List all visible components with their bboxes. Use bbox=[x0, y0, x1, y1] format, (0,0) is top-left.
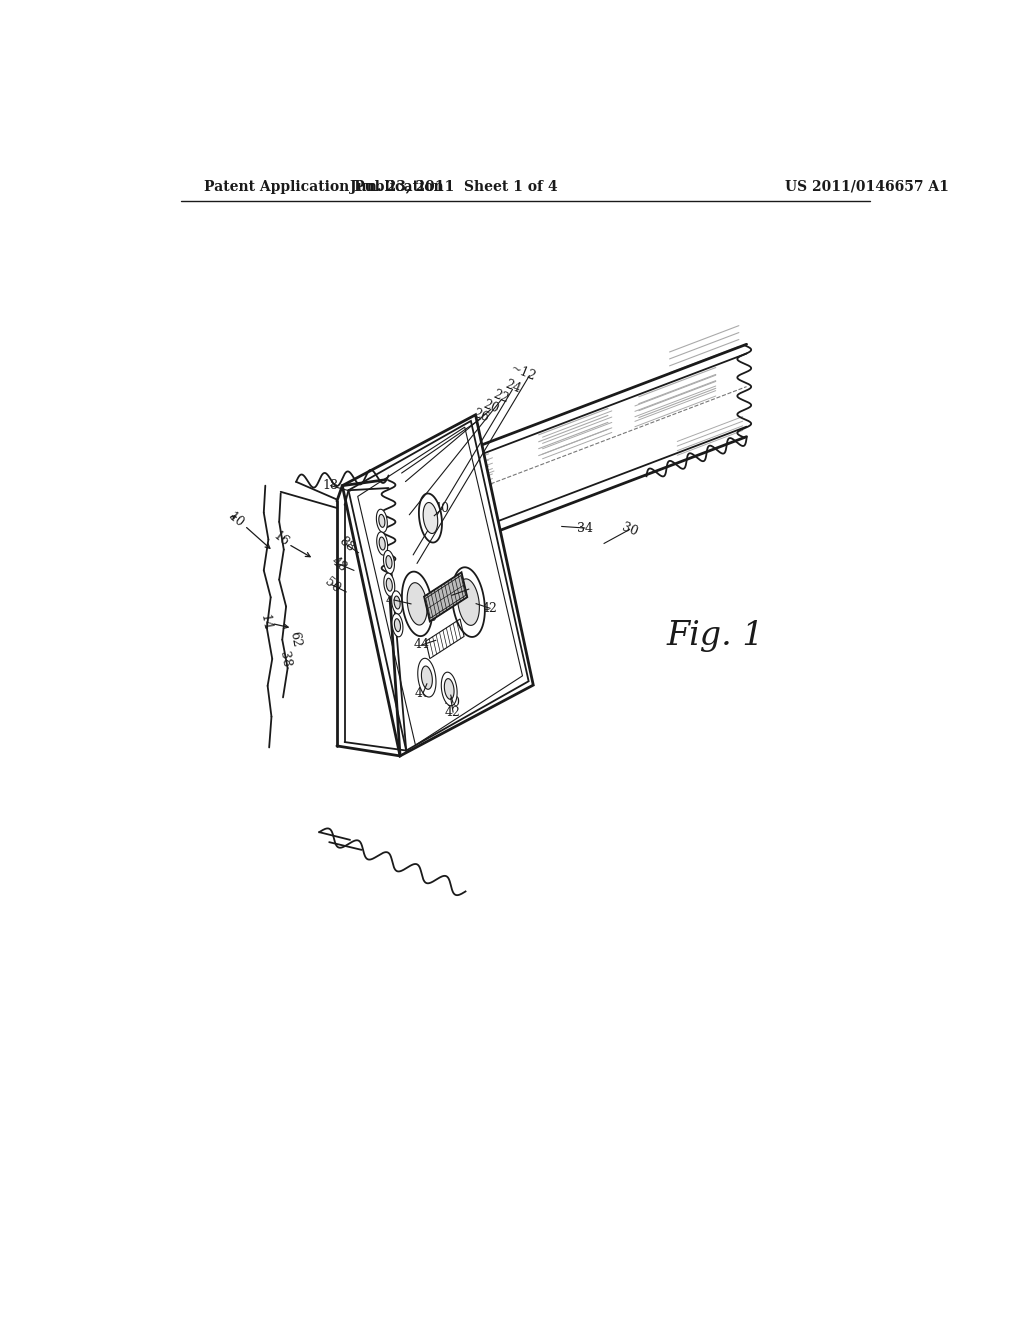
Polygon shape bbox=[423, 503, 437, 533]
Text: 50: 50 bbox=[322, 576, 343, 595]
Text: US 2011/0146657 A1: US 2011/0146657 A1 bbox=[785, 180, 949, 194]
Polygon shape bbox=[458, 579, 479, 626]
Polygon shape bbox=[402, 572, 432, 636]
Text: Jun. 23, 2011  Sheet 1 of 4: Jun. 23, 2011 Sheet 1 of 4 bbox=[350, 180, 558, 194]
Text: 40: 40 bbox=[386, 594, 402, 606]
Polygon shape bbox=[384, 573, 395, 597]
Polygon shape bbox=[424, 573, 467, 622]
Polygon shape bbox=[383, 550, 394, 574]
Polygon shape bbox=[377, 510, 387, 532]
Polygon shape bbox=[452, 568, 484, 638]
Text: 38: 38 bbox=[276, 649, 292, 668]
Polygon shape bbox=[444, 678, 454, 700]
Text: 40: 40 bbox=[434, 503, 450, 515]
Text: 60: 60 bbox=[421, 611, 436, 624]
Text: 48: 48 bbox=[329, 554, 349, 574]
Polygon shape bbox=[379, 537, 385, 550]
Text: 88: 88 bbox=[337, 535, 357, 556]
Text: 56: 56 bbox=[411, 605, 427, 616]
Text: 42: 42 bbox=[482, 602, 498, 615]
Polygon shape bbox=[394, 597, 400, 609]
Text: 20: 20 bbox=[481, 397, 501, 416]
Polygon shape bbox=[394, 619, 400, 632]
Text: 34: 34 bbox=[577, 521, 593, 535]
Text: 14: 14 bbox=[257, 612, 273, 631]
Text: 40: 40 bbox=[415, 686, 431, 700]
Polygon shape bbox=[391, 591, 402, 614]
Polygon shape bbox=[422, 667, 432, 689]
Polygon shape bbox=[441, 672, 457, 706]
Polygon shape bbox=[419, 494, 442, 543]
Text: 10: 10 bbox=[225, 511, 247, 531]
Text: Fig. 1: Fig. 1 bbox=[667, 620, 765, 652]
Polygon shape bbox=[418, 659, 436, 697]
Text: 24: 24 bbox=[503, 378, 522, 395]
Text: 58: 58 bbox=[467, 586, 483, 599]
Text: 62: 62 bbox=[287, 631, 302, 648]
Text: 40: 40 bbox=[445, 697, 461, 709]
Text: 44: 44 bbox=[414, 639, 430, 652]
Text: 22: 22 bbox=[492, 388, 511, 407]
Text: ~12: ~12 bbox=[509, 362, 538, 383]
Text: 16: 16 bbox=[270, 529, 291, 549]
Polygon shape bbox=[392, 614, 402, 636]
Text: 26: 26 bbox=[471, 407, 490, 425]
Text: 18: 18 bbox=[323, 479, 339, 492]
Polygon shape bbox=[379, 515, 385, 527]
Polygon shape bbox=[408, 582, 427, 626]
Polygon shape bbox=[377, 532, 388, 556]
Polygon shape bbox=[342, 414, 534, 756]
Text: 42: 42 bbox=[445, 706, 461, 718]
Polygon shape bbox=[386, 556, 392, 569]
Text: Patent Application Publication: Patent Application Publication bbox=[204, 180, 443, 194]
Text: 44: 44 bbox=[461, 582, 477, 595]
Text: 30: 30 bbox=[620, 520, 639, 539]
Polygon shape bbox=[386, 578, 392, 591]
